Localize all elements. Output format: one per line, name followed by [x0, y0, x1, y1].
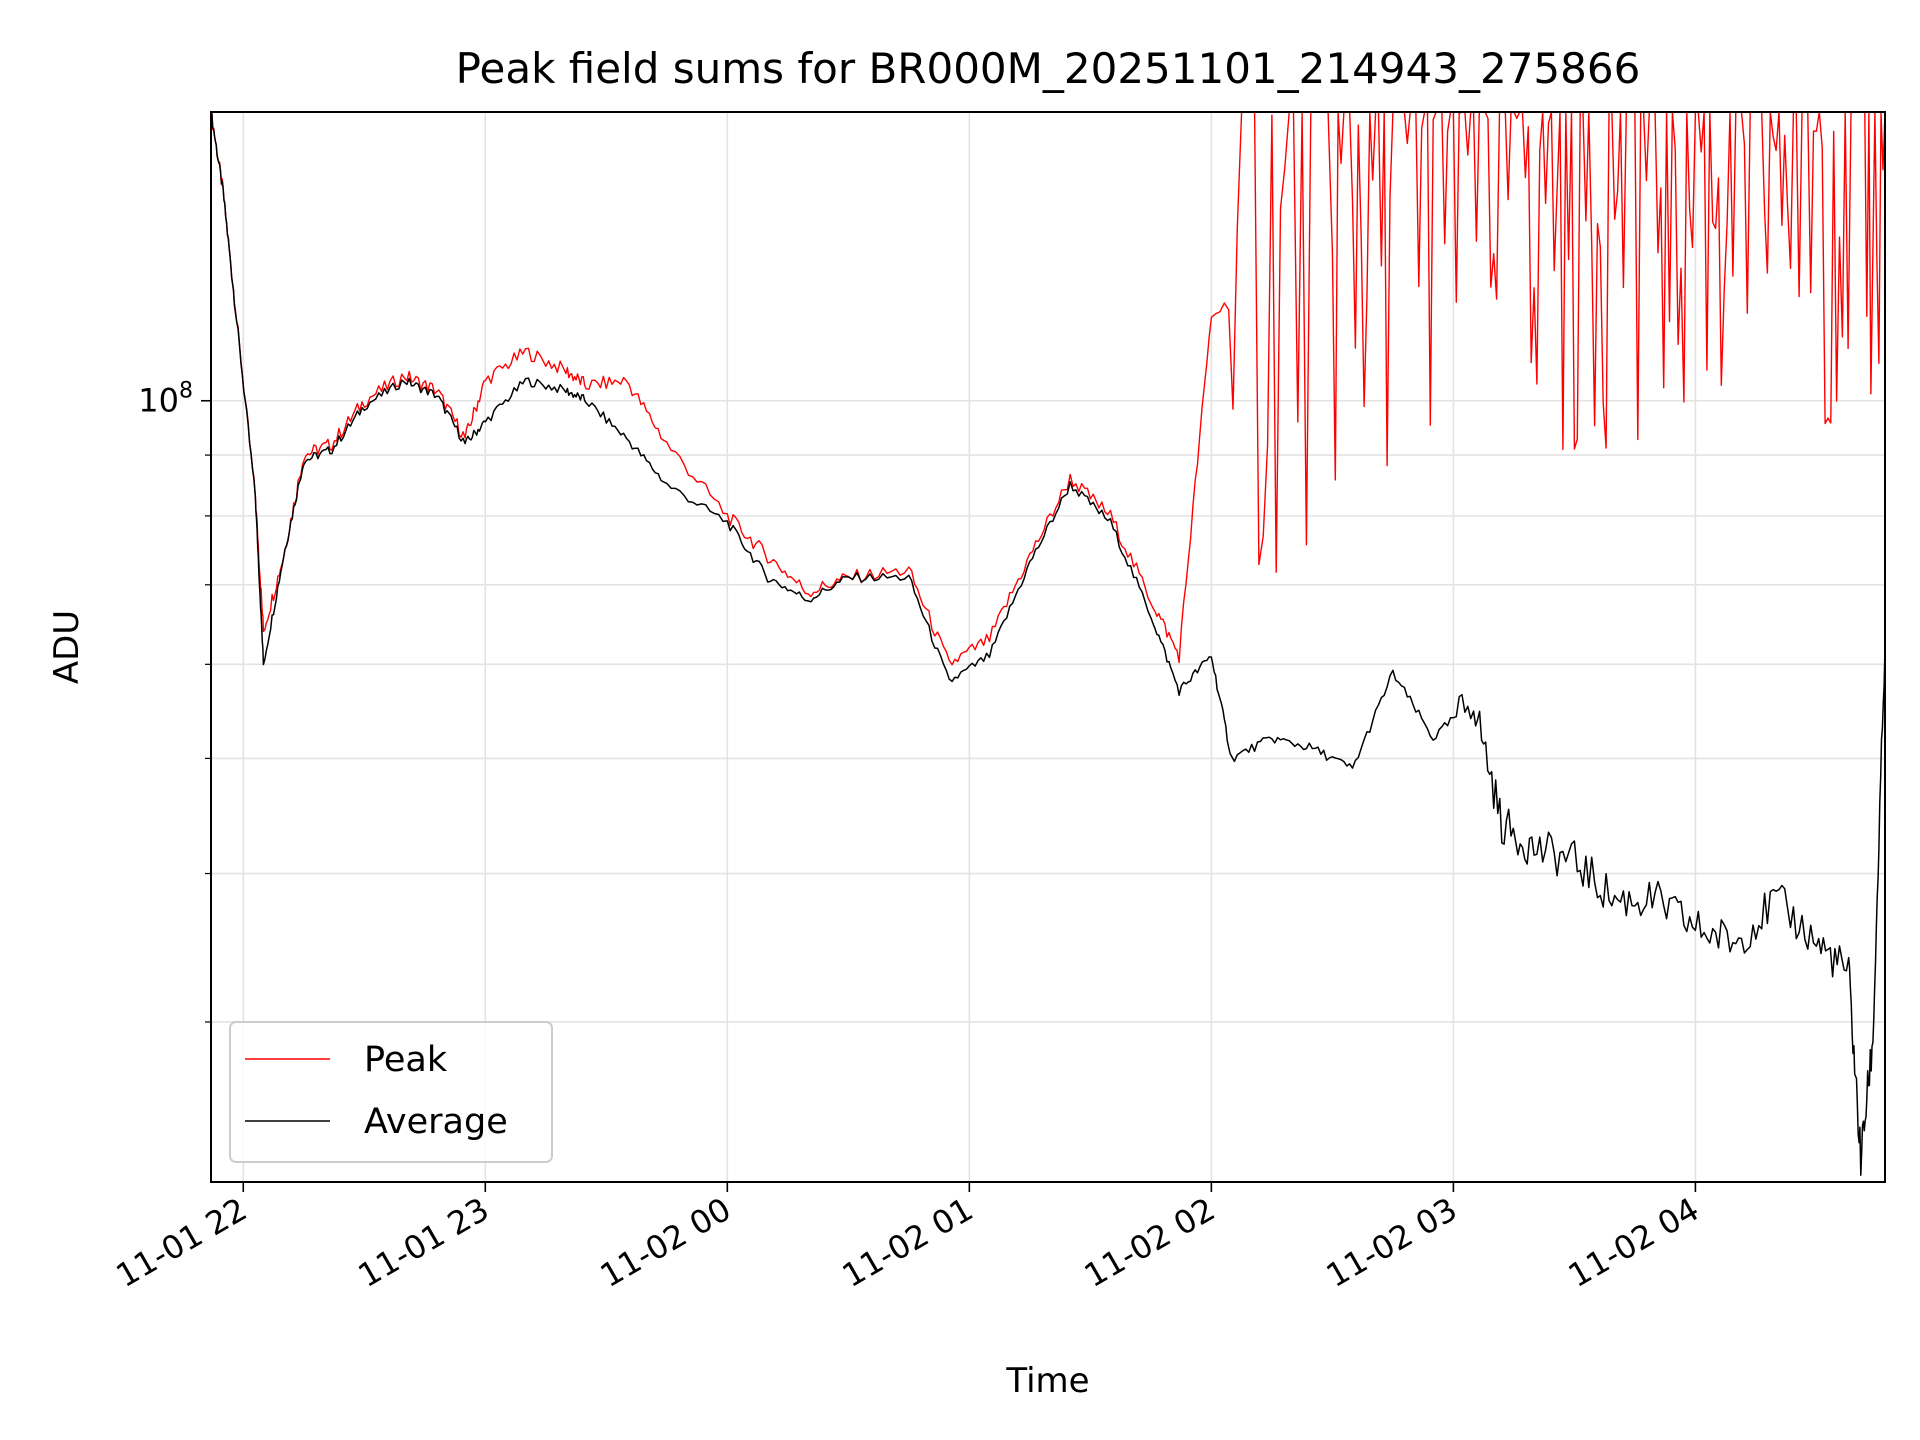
- series-average-line: [210, 112, 1886, 1176]
- legend-box: [229, 1021, 553, 1163]
- y-tick-label: 108: [138, 379, 193, 420]
- series-peak-line: [210, 111, 1886, 666]
- legend: Peak Average: [229, 1021, 553, 1163]
- legend-peak-label: Peak: [364, 1040, 448, 1080]
- plot-frame: [210, 111, 1886, 1183]
- chart-title: Peak field sums for BR000M_20251101_2149…: [456, 44, 1641, 93]
- legend-average-label: Average: [364, 1102, 508, 1142]
- y-axis-title: ADU: [47, 610, 87, 684]
- x-axis-title: Time: [1005, 1361, 1089, 1401]
- series-layer: [210, 111, 1886, 1176]
